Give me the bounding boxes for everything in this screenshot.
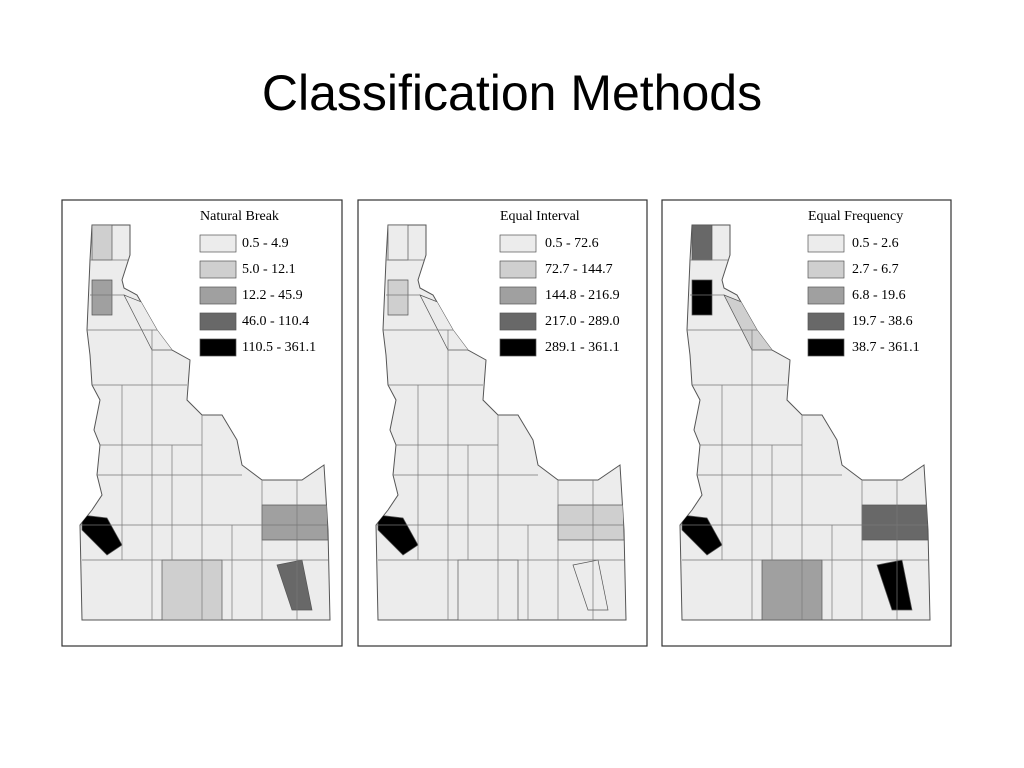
legend-title: Equal Interval <box>500 209 580 224</box>
county <box>861 504 929 541</box>
legend-label: 289.1 - 361.1 <box>545 340 620 355</box>
legend-swatch <box>807 286 845 305</box>
legend-label: 19.7 - 38.6 <box>852 314 913 329</box>
county <box>572 559 609 611</box>
legend-swatch <box>499 312 537 331</box>
county <box>876 559 913 611</box>
legend-label: 0.5 - 72.6 <box>545 236 599 251</box>
legend-label: 5.0 - 12.1 <box>242 262 296 277</box>
legend-label: 46.0 - 110.4 <box>242 314 309 329</box>
county <box>387 279 409 316</box>
legend-label: 0.5 - 4.9 <box>242 236 289 251</box>
legend-swatch <box>499 260 537 279</box>
legend-label: 6.8 - 19.6 <box>852 288 906 303</box>
legend-label: 110.5 - 361.1 <box>242 340 316 355</box>
slide-title: Classification Methods <box>262 65 762 121</box>
county <box>691 225 713 261</box>
legend-swatch <box>199 312 237 331</box>
county <box>691 279 713 316</box>
legend-swatch <box>807 338 845 357</box>
legend-label: 217.0 - 289.0 <box>545 314 620 329</box>
legend-swatch <box>199 260 237 279</box>
county <box>91 279 113 316</box>
county <box>276 559 313 611</box>
legend-label: 12.2 - 45.9 <box>242 288 303 303</box>
legend-swatch <box>199 286 237 305</box>
legend-swatch <box>499 286 537 305</box>
county <box>91 225 113 261</box>
county <box>761 559 823 620</box>
legend-title: Equal Frequency <box>808 209 903 224</box>
county <box>261 504 329 541</box>
legend-title: Natural Break <box>200 209 279 224</box>
map-panel: Equal Frequency 0.5 - 2.6 2.7 - 6.7 6.8 - 1… <box>661 199 952 647</box>
map-panel: Equal Interval 0.5 - 72.6 72.7 - 144.7 144.… <box>357 199 648 647</box>
legend-label: 2.7 - 6.7 <box>852 262 899 277</box>
legend-swatch <box>807 260 845 279</box>
legend-swatch <box>807 312 845 331</box>
legend-swatch <box>499 338 537 357</box>
county <box>557 504 625 541</box>
county <box>387 225 409 261</box>
county <box>161 559 223 620</box>
legend-swatch <box>199 338 237 357</box>
legend-label: 72.7 - 144.7 <box>545 262 613 277</box>
map-panel: Natural Break 0.5 - 4.9 5.0 - 12.1 12.2 - 4… <box>61 199 343 647</box>
legend-label: 144.8 - 216.9 <box>545 288 620 303</box>
legend-swatch <box>199 234 237 253</box>
county <box>457 559 519 620</box>
legend-swatch <box>499 234 537 253</box>
legend-label: 38.7 - 361.1 <box>852 340 920 355</box>
legend-swatch <box>807 234 845 253</box>
legend-label: 0.5 - 2.6 <box>852 236 899 251</box>
